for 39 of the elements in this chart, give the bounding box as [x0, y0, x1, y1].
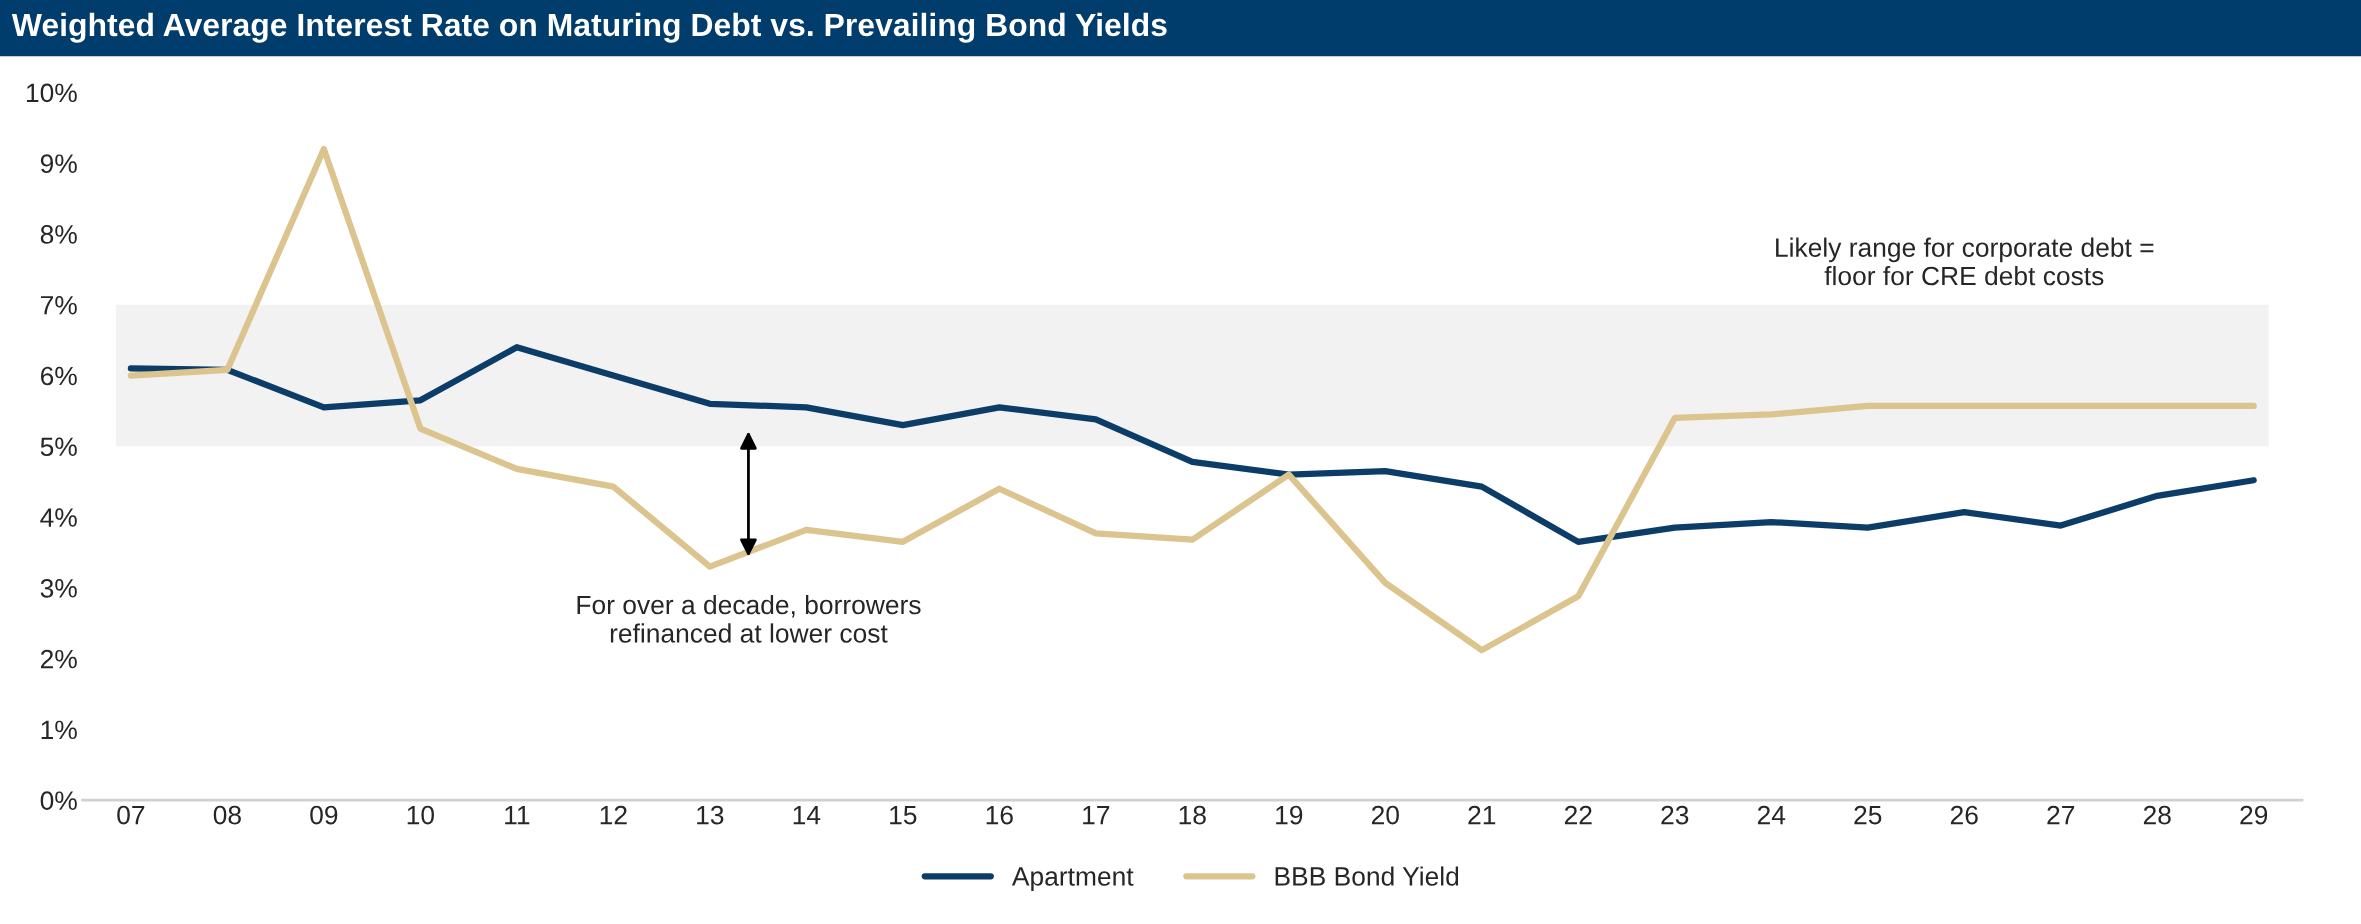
x-tick-label: 25 [1854, 805, 1882, 825]
x-tick-label: 08 [213, 805, 241, 825]
y-tick-label: 0% [40, 791, 77, 811]
x-tick-label: 20 [1371, 805, 1399, 825]
legend-label: BBB Bond Yield [1275, 866, 1459, 886]
annotation: For over a decade, borrowers refinanced at lower cost [577, 594, 921, 643]
x-tick-label: 29 [2240, 805, 2268, 825]
y-tick-label: 10% [26, 83, 77, 103]
y-tick-label: 4% [40, 508, 77, 527]
x-tick-label: 22 [1564, 805, 1592, 825]
x-tick-label: 15 [890, 806, 917, 825]
x-tick-label: 24 [1757, 805, 1786, 825]
x-tick-label: 14 [793, 806, 821, 825]
x-tick-label: 11 [505, 806, 530, 825]
x-tick-label: 10 [407, 805, 435, 825]
y-tick-label: 5% [40, 437, 77, 457]
y-tick-label: 3% [40, 578, 77, 598]
x-tick-label: 23 [1661, 805, 1689, 825]
x-tick-label: 21 [1468, 805, 1496, 825]
y-tick-label: 8% [40, 225, 77, 244]
y-tick-label: 6% [40, 366, 77, 386]
x-tick-label: 07 [117, 805, 145, 825]
y-tick-label: 9% [40, 154, 77, 173]
y-tick-label: 1% [41, 720, 77, 740]
x-tick-label: 12 [600, 805, 627, 825]
chart-title: Weighted Average Interest Rate on Maturing Debt vs. Prevailing Bond Yields [11, 12, 1167, 43]
y-tick-label: 7% [40, 295, 77, 315]
x-tick-label: 26 [1950, 805, 1978, 825]
y-tick-label: 2% [40, 649, 77, 669]
x-tick-label: 17 [1083, 806, 1110, 825]
legend-label: Apartment [1011, 867, 1134, 891]
x-tick-label: 27 [2047, 805, 2075, 825]
x-tick-label: 13 [697, 805, 724, 825]
x-tick-label: 28 [2143, 805, 2171, 825]
x-tick-label: 16 [986, 805, 1013, 825]
x-tick-label: 18 [1179, 805, 1206, 825]
band-label: Likely range for corporate debt = floor for CRE debt costs [1776, 237, 2154, 286]
x-tick-label: 19 [1276, 805, 1303, 825]
x-tick-label: 09 [310, 805, 338, 825]
